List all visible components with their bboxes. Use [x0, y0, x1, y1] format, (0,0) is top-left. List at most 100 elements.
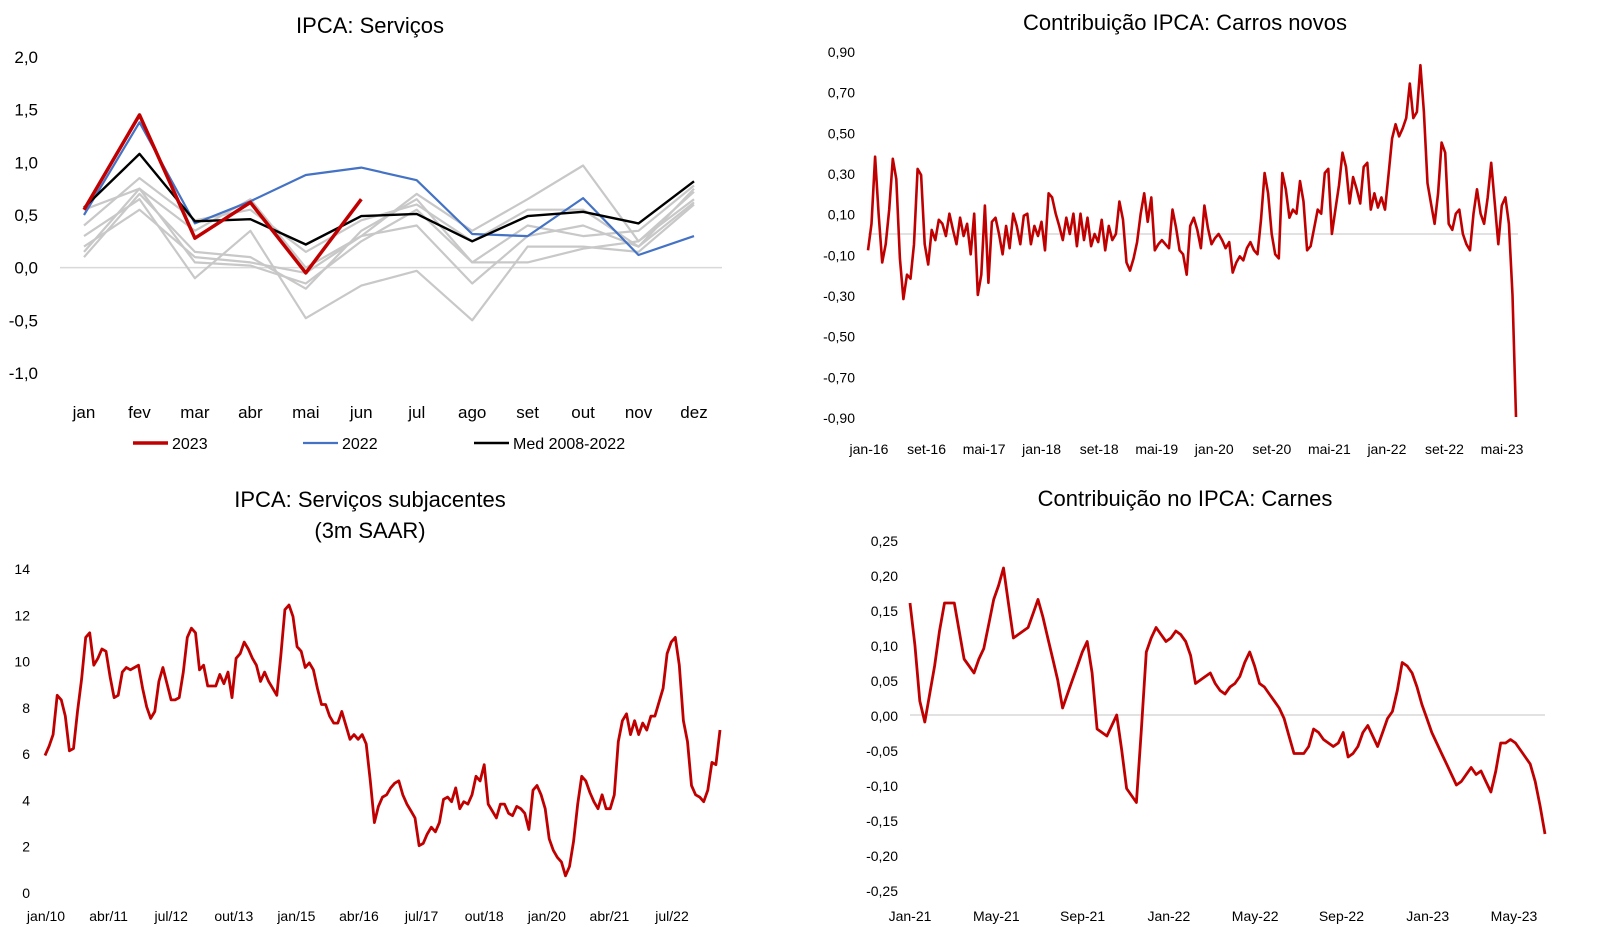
subjacentes-y-tick: 12 [14, 607, 30, 623]
subjacentes-x-tick: jul/12 [153, 908, 188, 924]
carros-y-tick: -0,70 [823, 369, 855, 385]
carros-y-tick: -0,30 [823, 288, 855, 304]
carros-x-tick: jan-22 [1366, 441, 1406, 457]
chart-servicos-background-years [83, 164, 695, 322]
carnes-y-tick: 0,00 [871, 708, 898, 724]
servicos-x-tick: jan [72, 403, 96, 422]
servicos-y-tick: 0,0 [14, 259, 38, 278]
chart-subjacentes-title-line2: (3m SAAR) [314, 518, 425, 543]
carnes-y-tick: 0,05 [871, 673, 898, 689]
chart-carnes: Contribuição no IPCA: Carnes 0,25 0,20 0,1… [866, 486, 1547, 924]
background-year-line [83, 177, 695, 253]
chart-carnes-series [908, 566, 1547, 835]
carnes-x-tick: Jan-22 [1147, 908, 1190, 924]
chart-carnes-title: Contribuição no IPCA: Carnes [1038, 486, 1333, 511]
subjacentes-y-tick: 2 [22, 839, 30, 855]
servicos-y-tick: 1,0 [14, 153, 38, 172]
carnes-x-tick: May-23 [1491, 908, 1538, 924]
carnes-x-tick: May-21 [973, 908, 1020, 924]
carros-x-tick: mai-23 [1481, 441, 1524, 457]
servicos-y-tick: 1,5 [14, 101, 38, 120]
servicos-y-tick: -0,5 [9, 311, 38, 330]
subjacentes-x-tick: jul/17 [404, 908, 439, 924]
series-line-2023 [82, 113, 363, 275]
carnes-y-tick: -0,10 [866, 778, 898, 794]
subjacentes-y-tick: 14 [14, 561, 30, 577]
subjacentes-y-tick: 8 [22, 700, 30, 716]
carros-x-tick: mai-19 [1135, 441, 1178, 457]
carros-x-tick: jan-16 [849, 441, 889, 457]
servicos-x-tick: nov [625, 403, 653, 422]
carros-x-tick: set-16 [907, 441, 946, 457]
carros-y-tick: 0,70 [828, 85, 855, 101]
chart-carnes-y-axis: 0,25 0,20 0,15 0,10 0,05 0,00 -0,05 -0,10 -0,15 -… [866, 533, 898, 899]
subjacentes-x-tick: out/13 [214, 908, 253, 924]
servicos-x-tick: dez [680, 403, 707, 422]
carros-y-tick: -0,10 [823, 247, 855, 263]
carros-y-tick: 0,50 [828, 125, 855, 141]
background-year-line [83, 201, 695, 285]
subjacentes-y-tick: 6 [22, 746, 30, 762]
subjacentes-x-tick: abr/16 [339, 908, 379, 924]
chart-subjacentes-x-axis: jan/10 abr/11 jul/12 out/13 jan/15 abr/16 jul/… [26, 908, 689, 924]
servicos-x-tick: jun [349, 403, 373, 422]
subjacentes-x-tick: jan/15 [276, 908, 315, 924]
series-line-med-2008-2022 [83, 152, 695, 246]
carros-y-tick: 0,10 [828, 207, 855, 223]
carnes-y-tick: -0,05 [866, 743, 898, 759]
legend-label-2022: 2022 [342, 436, 378, 453]
chart-servicos-y-axis: 2,0 1,5 1,0 0,5 0,0 -0,5 -1,0 [9, 48, 38, 383]
carros-x-tick: mai-21 [1308, 441, 1351, 457]
chart-carros-title: Contribuição IPCA: Carros novos [1023, 10, 1347, 35]
servicos-x-tick: out [571, 403, 595, 422]
carros-x-tick: set-20 [1252, 441, 1291, 457]
series-line-2022 [83, 121, 695, 257]
carnes-series-line [908, 566, 1547, 835]
chart-servicos-title: IPCA: Serviços [296, 13, 444, 38]
servicos-x-tick: ago [458, 403, 486, 422]
carnes-y-tick: 0,20 [871, 568, 898, 584]
carnes-y-tick: -0,15 [866, 813, 898, 829]
carros-series-line [866, 63, 1518, 418]
chart-servicos-series [82, 113, 695, 275]
subjacentes-x-tick: jul/22 [654, 908, 689, 924]
carros-y-tick: -0,50 [823, 329, 855, 345]
carros-x-tick: set-22 [1425, 441, 1464, 457]
chart-carros-series [866, 63, 1518, 418]
carnes-x-tick: Sep-22 [1319, 908, 1364, 924]
servicos-y-tick: -1,0 [9, 364, 38, 383]
carnes-x-tick: May-22 [1232, 908, 1279, 924]
carros-x-tick: set-18 [1080, 441, 1119, 457]
carnes-y-tick: -0,20 [866, 848, 898, 864]
chart-carros-x-axis: jan-16 set-16 mai-17 jan-18 set-18 mai-19 jan-… [849, 441, 1524, 457]
legend-label-2023: 2023 [172, 436, 208, 453]
chart-servicos-subjacentes: IPCA: Serviços subjacentes (3m SAAR) 14 1… [14, 487, 722, 924]
carnes-y-tick: -0,25 [866, 883, 898, 899]
subjacentes-x-tick: out/18 [465, 908, 504, 924]
servicos-y-tick: 2,0 [14, 48, 38, 67]
chart-servicos-legend: 2023 2022 Med 2008-2022 [133, 436, 625, 453]
carnes-y-tick: 0,15 [871, 603, 898, 619]
servicos-x-tick: fev [128, 403, 151, 422]
chart-carnes-x-axis: Jan-21 May-21 Sep-21 Jan-22 May-22 Sep-22 Jan-… [889, 908, 1538, 924]
carnes-x-tick: Sep-21 [1060, 908, 1105, 924]
carros-y-tick: 0,30 [828, 166, 855, 182]
servicos-x-tick: mai [292, 403, 319, 422]
carnes-y-tick: 0,25 [871, 533, 898, 549]
carros-y-tick: 0,90 [828, 44, 855, 60]
chart-subjacentes-y-axis: 14 12 10 8 6 4 2 0 [14, 561, 30, 901]
subjacentes-x-tick: jan/10 [26, 908, 65, 924]
chart-subjacentes-series [43, 603, 722, 878]
legend-label-median: Med 2008-2022 [513, 436, 625, 453]
chart-subjacentes-title-line1: IPCA: Serviços subjacentes [234, 487, 505, 512]
carros-x-tick: jan-18 [1021, 441, 1061, 457]
servicos-y-tick: 0,5 [14, 206, 38, 225]
servicos-x-tick: jul [407, 403, 425, 422]
background-year-line [83, 187, 695, 285]
carnes-y-tick: 0,10 [871, 638, 898, 654]
servicos-x-tick: set [516, 403, 539, 422]
servicos-x-tick: abr [238, 403, 263, 422]
chart-carros-novos: Contribuição IPCA: Carros novos 0,90 0,70… [823, 10, 1524, 457]
subjacentes-x-tick: abr/11 [89, 908, 128, 924]
carros-x-tick: mai-17 [963, 441, 1006, 457]
